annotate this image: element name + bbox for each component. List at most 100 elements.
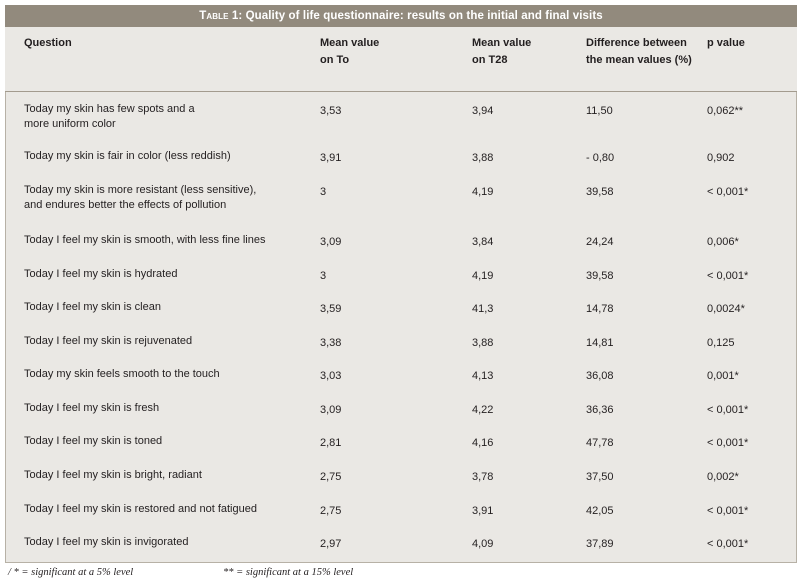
header-mean-t0-line1: Mean value: [320, 37, 380, 49]
difference-value: 39,58: [586, 270, 614, 282]
p-value: 0,006*: [707, 236, 739, 248]
header-p-value: p value: [707, 37, 745, 49]
table-row: Today I feel my skin is hydrated 3 4,19 39,…: [5, 265, 797, 298]
p-value: < 0,001*: [707, 270, 749, 282]
footnote-15-percent: ** = significant at a 15% level: [223, 567, 354, 578]
table-row: Today I feel my skin is bright, radiant 2…: [5, 466, 797, 499]
table-row: Today I feel my skin is invigorated 2,97 4…: [5, 533, 797, 566]
mean-t28-value: 3,88: [472, 337, 494, 349]
table-row: Today my skin feels smooth to the touch 3…: [5, 365, 797, 398]
footnote-5-percent: / * = significant at a 5% level: [8, 567, 134, 578]
header-difference: Difference between the mean values (%): [586, 35, 692, 69]
mean-t0-value: 3: [320, 186, 327, 198]
header-mean-t28-line1: Mean value: [472, 37, 532, 49]
question-text: Today my skin is fair in color (less red…: [24, 150, 231, 162]
mean-t28-value: 3,88: [472, 152, 494, 164]
mean-t28-value: 4,09: [472, 538, 494, 550]
table-row: Today I feel my skin is fresh 3,09 4,22 36,…: [5, 399, 797, 432]
mean-t0-value: 3,38: [320, 337, 342, 349]
header-mean-t0-line2: on To: [320, 54, 350, 66]
table-row: Today I feel my skin is clean 3,59 41,3 14,…: [5, 298, 797, 331]
p-value: 0,002*: [707, 471, 739, 483]
difference-value: 36,08: [586, 370, 614, 382]
mean-t0-value: 3,03: [320, 370, 342, 382]
question-text: Today I feel my skin is smooth, with les…: [24, 234, 266, 246]
difference-value: 36,36: [586, 404, 614, 416]
mean-t28-value: 4,19: [472, 270, 494, 282]
difference-value: 39,58: [586, 186, 614, 198]
p-value: < 0,001*: [707, 186, 749, 198]
difference-value: 14,78: [586, 303, 614, 315]
mean-t28-value: 4,22: [472, 404, 494, 416]
difference-value: 47,78: [586, 437, 614, 449]
question-text: Today my skin has few spots and a: [24, 103, 195, 115]
mean-t0-value: 2,97: [320, 538, 342, 550]
question-text: Today I feel my skin is restored and not…: [24, 503, 257, 515]
question-text: Today I feel my skin is toned: [24, 435, 163, 447]
difference-value: 37,89: [586, 538, 614, 550]
p-value: 0,125: [707, 337, 735, 349]
question-text: Today I feel my skin is fresh: [24, 402, 160, 414]
difference-value: 14,81: [586, 337, 614, 349]
p-value: 0,062**: [707, 105, 744, 117]
mean-t28-value: 3,91: [472, 505, 494, 517]
mean-t28-value: 4,19: [472, 186, 494, 198]
difference-value: 24,24: [586, 236, 614, 248]
table-header-row: Question Mean value on To Mean value on …: [5, 27, 797, 91]
mean-t28-value: 3,94: [472, 105, 494, 117]
question-text: Today I feel my skin is bright, radiant: [24, 469, 202, 481]
difference-value: 37,50: [586, 471, 614, 483]
p-value: 0,902: [707, 152, 735, 164]
mean-t28-value: 4,13: [472, 370, 494, 382]
mean-t28-value: 3,84: [472, 236, 494, 248]
mean-t0-value: 3: [320, 270, 327, 282]
table-title-lead: Table 1:: [199, 10, 243, 22]
table-row: Today I feel my skin is smooth, with les…: [5, 231, 797, 264]
header-difference-line2: the mean values (%): [586, 54, 692, 66]
difference-value: 42,05: [586, 505, 614, 517]
difference-value: - 0,80: [586, 152, 615, 164]
p-value: < 0,001*: [707, 437, 749, 449]
mean-t0-value: 2,75: [320, 471, 342, 483]
p-value: 0,001*: [707, 370, 739, 382]
question-text: Today I feel my skin is invigorated: [24, 536, 189, 548]
question-text-line2: more uniform color: [24, 118, 116, 130]
p-value: < 0,001*: [707, 505, 749, 517]
table-row: Today my skin has few spots and a more un…: [5, 100, 797, 133]
mean-t0-value: 2,75: [320, 505, 342, 517]
p-value: < 0,001*: [707, 538, 749, 550]
mean-t28-value: 41,3: [472, 303, 494, 315]
mean-t28-value: 4,16: [472, 437, 494, 449]
mean-t28-value: 3,78: [472, 471, 494, 483]
mean-t0-value: 3,09: [320, 236, 342, 248]
table-row: Today I feel my skin is restored and not…: [5, 500, 797, 533]
header-mean-t28-line2: on T28: [472, 54, 508, 66]
header-mean-t0: Mean value on To: [320, 35, 379, 69]
table-frame: [5, 5, 797, 563]
mean-t0-value: 2,81: [320, 437, 342, 449]
table-row: Today I feel my skin is toned 2,81 4,16 47,…: [5, 432, 797, 465]
question-text: Today I feel my skin is rejuvenated: [24, 335, 193, 347]
header-divider: [5, 91, 797, 92]
mean-t0-value: 3,91: [320, 152, 342, 164]
header-question: Question: [24, 37, 72, 49]
header-mean-t28: Mean value on T28: [472, 35, 531, 69]
mean-t0-value: 3,59: [320, 303, 342, 315]
p-value: 0,0024*: [707, 303, 745, 315]
p-value: < 0,001*: [707, 404, 749, 416]
question-text-line2: and endures better the effects of pollut…: [24, 199, 227, 211]
question-text: Today my skin is more resistant (less se…: [24, 184, 257, 196]
question-text: Today my skin feels smooth to the touch: [24, 368, 220, 380]
table-title-text: Quality of life questionnaire: results o…: [242, 10, 603, 22]
question-text: Today I feel my skin is hydrated: [24, 268, 178, 280]
mean-t0-value: 3,09: [320, 404, 342, 416]
mean-t0-value: 3,53: [320, 105, 342, 117]
difference-value: 11,50: [586, 105, 613, 117]
table-row: Today my skin is more resistant (less se…: [5, 181, 797, 214]
table-row: Today my skin is fair in color (less red…: [5, 147, 797, 180]
table-row: Today I feel my skin is rejuvenated 3,38 3…: [5, 332, 797, 365]
table-title: Table 1: Quality of life questionnaire: …: [5, 5, 797, 27]
header-difference-line1: Difference between: [586, 37, 687, 49]
footnote: / * = significant at a 5% level ** = sig…: [5, 565, 797, 583]
question-text: Today I feel my skin is clean: [24, 301, 161, 313]
